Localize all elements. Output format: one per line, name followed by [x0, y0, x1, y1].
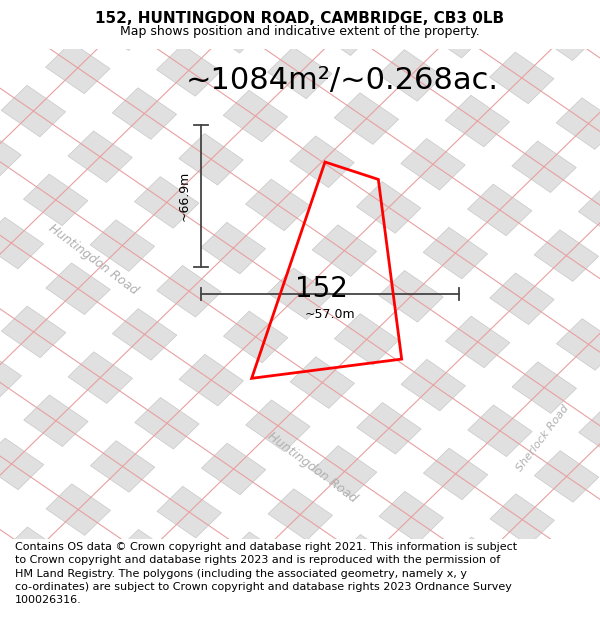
Polygon shape [556, 319, 600, 370]
Polygon shape [423, 228, 488, 279]
Polygon shape [578, 187, 600, 238]
Polygon shape [468, 405, 532, 456]
Polygon shape [245, 179, 310, 231]
Polygon shape [179, 134, 243, 185]
Text: Huntingdon Road: Huntingdon Road [46, 222, 140, 298]
Polygon shape [0, 129, 21, 180]
Text: Contains OS data © Crown copyright and database right 2021. This information is : Contains OS data © Crown copyright and d… [15, 542, 517, 605]
Polygon shape [467, 184, 532, 236]
Polygon shape [490, 494, 554, 546]
Polygon shape [446, 537, 510, 589]
Polygon shape [134, 177, 199, 228]
Polygon shape [1, 306, 66, 358]
Polygon shape [335, 534, 399, 586]
Polygon shape [46, 484, 110, 536]
Polygon shape [490, 52, 554, 104]
Polygon shape [24, 395, 88, 446]
Polygon shape [91, 441, 155, 492]
Polygon shape [157, 486, 221, 538]
Polygon shape [579, 408, 600, 459]
Polygon shape [2, 527, 66, 579]
Polygon shape [223, 91, 287, 142]
Polygon shape [0, 217, 44, 269]
Text: Huntingdon Road: Huntingdon Road [265, 430, 359, 506]
Polygon shape [157, 44, 221, 96]
Text: 152, HUNTINGDON ROAD, CAMBRIDGE, CB3 0LB: 152, HUNTINGDON ROAD, CAMBRIDGE, CB3 0LB [95, 11, 505, 26]
Polygon shape [512, 141, 576, 192]
Polygon shape [46, 42, 110, 94]
Polygon shape [424, 448, 488, 500]
Polygon shape [113, 529, 177, 581]
Polygon shape [290, 357, 355, 408]
Polygon shape [112, 88, 176, 139]
Polygon shape [401, 359, 466, 411]
Text: Map shows position and indicative extent of the property.: Map shows position and indicative extent… [120, 25, 480, 38]
Polygon shape [445, 316, 510, 368]
Polygon shape [556, 98, 600, 149]
Polygon shape [535, 451, 599, 503]
Polygon shape [356, 182, 421, 233]
Polygon shape [334, 93, 398, 144]
Text: ~1084m²/~0.268ac.: ~1084m²/~0.268ac. [185, 66, 499, 95]
Text: ~57.0m: ~57.0m [305, 309, 355, 321]
Polygon shape [334, 314, 399, 365]
Polygon shape [357, 402, 421, 454]
Polygon shape [68, 352, 133, 403]
Polygon shape [379, 271, 443, 322]
Polygon shape [46, 263, 110, 314]
Polygon shape [23, 174, 88, 226]
Polygon shape [90, 220, 155, 271]
Polygon shape [512, 362, 577, 413]
Text: 152: 152 [295, 275, 347, 303]
Polygon shape [223, 311, 288, 362]
Polygon shape [201, 1, 265, 53]
Polygon shape [534, 230, 599, 281]
Text: Sherlock Road: Sherlock Road [515, 403, 571, 473]
Polygon shape [201, 222, 266, 274]
Polygon shape [112, 309, 177, 360]
Polygon shape [290, 136, 354, 188]
Polygon shape [246, 400, 310, 451]
Polygon shape [445, 96, 509, 147]
Polygon shape [224, 532, 288, 584]
Polygon shape [68, 131, 132, 182]
Polygon shape [1, 85, 65, 137]
Polygon shape [90, 0, 154, 51]
Polygon shape [202, 443, 266, 494]
Polygon shape [534, 9, 598, 61]
Polygon shape [0, 438, 44, 489]
Polygon shape [401, 139, 465, 190]
Polygon shape [157, 266, 221, 317]
Polygon shape [268, 47, 332, 99]
Polygon shape [0, 349, 22, 401]
Polygon shape [312, 225, 377, 276]
Polygon shape [135, 398, 199, 449]
Polygon shape [379, 49, 443, 101]
Polygon shape [268, 268, 332, 319]
Polygon shape [179, 354, 244, 406]
Polygon shape [423, 6, 487, 58]
Text: ~66.9m: ~66.9m [177, 171, 190, 221]
Polygon shape [312, 4, 376, 56]
Polygon shape [379, 491, 443, 543]
Polygon shape [557, 539, 600, 591]
Polygon shape [0, 0, 43, 48]
Polygon shape [490, 273, 554, 324]
Polygon shape [313, 446, 377, 497]
Polygon shape [268, 489, 332, 541]
